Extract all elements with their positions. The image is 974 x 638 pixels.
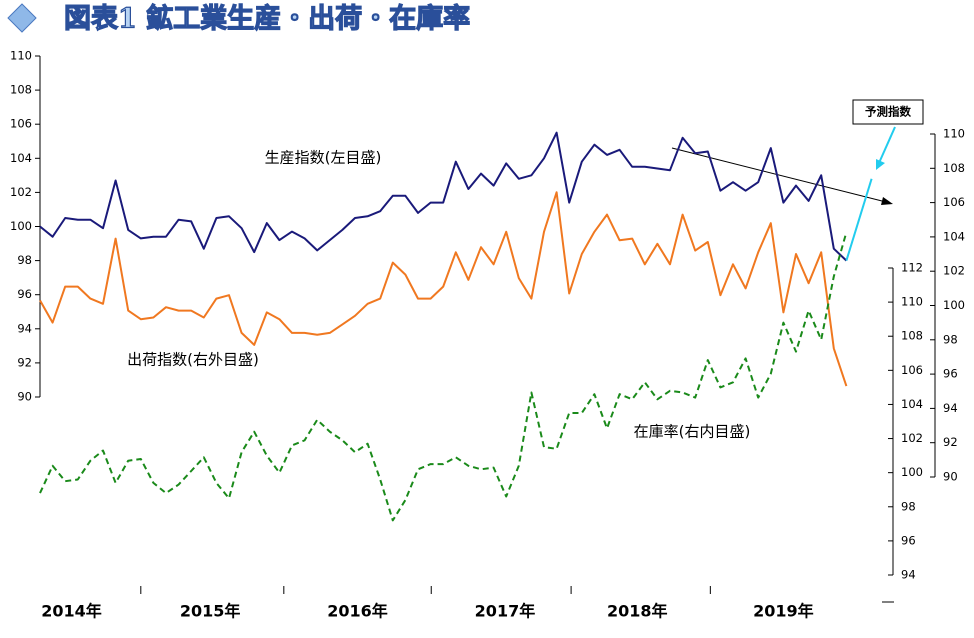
x-tick-label: 2014年 [41, 602, 102, 621]
trend-arrow-head [881, 197, 893, 205]
forecast-label-box [852, 99, 924, 125]
y2-tick-label: 104 [943, 229, 965, 243]
y2-tick-label: 102 [943, 264, 965, 278]
y3-tick-label: 102 [901, 431, 923, 445]
y-tick-label: 94 [17, 321, 32, 335]
y-tick-label: 90 [17, 390, 32, 404]
y3-tick-label: 104 [901, 397, 923, 411]
chart-title: 図表1 鉱工業生産・出荷・在庫率 [64, 3, 470, 35]
series-line [39, 131, 848, 262]
y3-tick-label: 110 [901, 295, 923, 309]
x-tick-label: 2018年 [607, 602, 668, 621]
y-tick-label: 108 [10, 83, 32, 97]
y3-tick-label: 100 [901, 465, 923, 479]
y2-tick-label: 98 [943, 332, 958, 346]
y-tick-label: 98 [17, 253, 32, 267]
y2-tick-label: 96 [943, 367, 958, 381]
annotation: 生産指数(左目盛) [265, 149, 382, 167]
x-tick-label: 2019年 [753, 602, 814, 621]
y-tick-label: 92 [17, 355, 32, 369]
annotation: 予測指数 [865, 105, 911, 119]
forecast-pointer-head [876, 159, 885, 170]
y-tick-label: 100 [10, 219, 32, 233]
x-tick-label: 2016年 [327, 602, 388, 621]
y2-tick-label: 94 [943, 401, 958, 415]
y2-tick-label: 90 [943, 470, 958, 484]
y2-tick-label: 92 [943, 435, 958, 449]
y2-tick-label: 100 [943, 298, 965, 312]
y-tick-label: 104 [10, 151, 32, 165]
y-tick-label: 102 [10, 185, 32, 199]
y3-tick-label: 98 [901, 499, 916, 513]
x-tick-label: 2015年 [180, 602, 241, 621]
forecast-pointer [878, 126, 896, 164]
annotation: 出荷指数(右外目盛) [127, 351, 259, 369]
y-tick-label: 106 [10, 117, 32, 131]
y3-tick-label: 108 [901, 329, 923, 343]
series-line [845, 178, 873, 261]
annotation: 在庫率(右内目盛) [634, 423, 751, 441]
title-icon [7, 3, 37, 33]
series-line [39, 231, 848, 522]
y3-tick-label: 96 [901, 533, 916, 547]
y-tick-label: 96 [17, 287, 32, 301]
y3-tick-label: 106 [901, 363, 923, 377]
y3-tick-label: 94 [901, 568, 916, 582]
y2-tick-label: 106 [943, 195, 965, 209]
series-line [39, 191, 848, 387]
y-tick-label: 110 [10, 49, 32, 63]
x-tick-label: 2017年 [475, 602, 536, 621]
trend-arrow [671, 147, 887, 203]
y2-tick-label: 110 [943, 127, 965, 141]
y2-tick-label: 108 [943, 161, 965, 175]
y3-tick-label: 112 [901, 261, 923, 275]
